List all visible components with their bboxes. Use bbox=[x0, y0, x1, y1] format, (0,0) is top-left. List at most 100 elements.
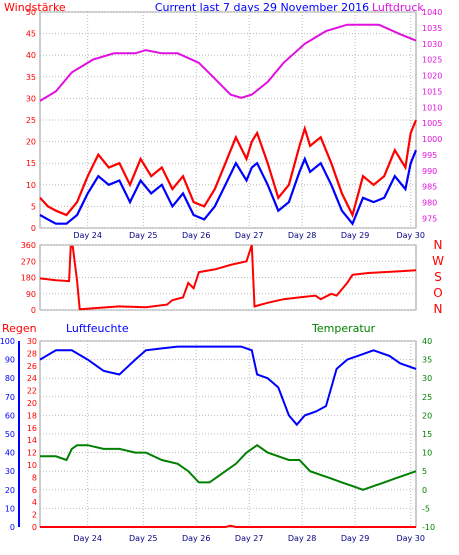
day-tick-label: Day 24 bbox=[73, 534, 102, 543]
series-line-gust bbox=[39, 119, 418, 219]
wind-speed-tick-label: 20 bbox=[26, 138, 36, 147]
pressure-tick-label: 1010 bbox=[422, 103, 442, 112]
wind-speed-tick-label: 5 bbox=[31, 202, 36, 211]
rain-tick-label: 0 bbox=[32, 523, 37, 532]
rain-tick-label: 28 bbox=[27, 349, 37, 358]
humidity-axis-title: Luftfeuchte bbox=[66, 322, 129, 335]
temperature-tick-label: 20 bbox=[422, 411, 432, 420]
compass-label: W bbox=[432, 254, 444, 268]
temperature-tick-label: 30 bbox=[422, 374, 432, 383]
wind-speed-tick-label: 25 bbox=[26, 116, 36, 125]
humidity-tick-label: 60 bbox=[5, 411, 15, 420]
wind-speed-tick-label: 0 bbox=[31, 224, 36, 233]
humidity-tick-label: 50 bbox=[5, 430, 15, 439]
temperature-tick-label: -5 bbox=[422, 504, 430, 513]
direction-tick-label: 360 bbox=[21, 241, 36, 250]
series-line-wind-direction bbox=[39, 244, 417, 311]
compass-label: S bbox=[434, 270, 442, 284]
temperature-tick-label: 0 bbox=[422, 486, 427, 495]
day-tick-label: Day 29 bbox=[341, 534, 370, 543]
day-tick-label: Day 27 bbox=[235, 231, 264, 240]
wind-speed-tick-label: 15 bbox=[26, 159, 36, 168]
humidity-tick-label: 20 bbox=[5, 486, 15, 495]
temperature-tick-label: 40 bbox=[422, 337, 432, 346]
day-tick-label: Day 30 bbox=[396, 231, 425, 240]
chart-title: Current last 7 days 29 November 2016 bbox=[155, 1, 369, 14]
day-tick-label: Day 25 bbox=[129, 534, 158, 543]
series-line-regen bbox=[40, 524, 416, 528]
humidity-tick-label: 0 bbox=[10, 523, 15, 532]
direction-tick-label: 180 bbox=[21, 274, 36, 283]
pressure-tick-label: 1000 bbox=[422, 135, 442, 144]
series-line-mittel bbox=[39, 149, 418, 226]
pressure-tick-label: 1020 bbox=[422, 72, 442, 81]
wind-pressure-panel: 0510152025303540455097598098599099510001… bbox=[26, 8, 443, 240]
temperature-tick-label: -10 bbox=[422, 523, 435, 532]
rain-tick-label: 10 bbox=[27, 461, 37, 470]
pressure-axis-title: Luftdruck bbox=[372, 1, 424, 14]
direction-tick-label: 90 bbox=[26, 290, 36, 299]
humidity-tick-label: 100 bbox=[0, 337, 15, 346]
temperature-axis-title: Temperatur bbox=[311, 322, 376, 335]
temperature-tick-label: 25 bbox=[422, 393, 432, 402]
rain-tick-label: 16 bbox=[27, 424, 37, 433]
series-line-luftfeuchte bbox=[39, 345, 417, 427]
day-tick-label: Day 28 bbox=[288, 231, 317, 240]
pressure-tick-label: 1040 bbox=[422, 8, 442, 17]
day-tick-label: Day 29 bbox=[341, 231, 370, 240]
day-tick-label: Day 26 bbox=[182, 534, 211, 543]
rain-tick-label: 24 bbox=[27, 374, 37, 383]
pressure-tick-label: 985 bbox=[422, 183, 437, 192]
wind-speed-tick-label: 30 bbox=[26, 94, 36, 103]
wind-speed-tick-label: 45 bbox=[26, 30, 36, 39]
rain-tick-label: 4 bbox=[32, 498, 37, 507]
direction-tick-label: 270 bbox=[21, 257, 36, 266]
series-line-temperatur bbox=[40, 443, 417, 491]
wind-speed-axis-title: Windstärke bbox=[4, 1, 66, 14]
humidity-tick-label: 80 bbox=[5, 374, 15, 383]
plot-frame bbox=[39, 340, 417, 528]
wind-speed-tick-label: 10 bbox=[26, 181, 36, 190]
wind-speed-tick-label: 40 bbox=[26, 51, 36, 60]
rain-tick-label: 6 bbox=[32, 486, 37, 495]
rain-tick-label: 30 bbox=[27, 337, 37, 346]
humidity-tick-label: 30 bbox=[5, 467, 15, 476]
day-tick-label: Day 30 bbox=[396, 534, 425, 543]
rain-tick-label: 8 bbox=[32, 473, 37, 482]
humidity-tick-label: 40 bbox=[5, 449, 15, 458]
temperature-tick-label: 5 bbox=[422, 467, 427, 476]
humidity-tick-label: 10 bbox=[5, 504, 15, 513]
compass-label: O bbox=[433, 286, 442, 300]
pressure-tick-label: 995 bbox=[422, 151, 437, 160]
pressure-tick-label: 1025 bbox=[422, 56, 442, 65]
compass-label: N bbox=[434, 238, 443, 252]
pressure-tick-label: 980 bbox=[422, 199, 437, 208]
day-tick-label: Day 27 bbox=[235, 534, 264, 543]
pressure-tick-label: 990 bbox=[422, 167, 437, 176]
rain-tick-label: 14 bbox=[27, 436, 37, 445]
rain-tick-label: 22 bbox=[27, 387, 37, 396]
rain-humidity-temperature-panel: 0102030405060708090100024681012141618202… bbox=[0, 337, 435, 543]
wind-speed-tick-label: 35 bbox=[26, 73, 36, 82]
pressure-tick-label: 1005 bbox=[422, 119, 442, 128]
rain-axis-title: Regen bbox=[2, 322, 37, 335]
compass-label: N bbox=[434, 302, 443, 316]
pressure-tick-label: 1015 bbox=[422, 87, 442, 96]
rain-tick-label: 20 bbox=[27, 399, 37, 408]
day-tick-label: Day 24 bbox=[73, 231, 102, 240]
rain-tick-label: 18 bbox=[27, 411, 37, 420]
temperature-tick-label: 35 bbox=[422, 356, 432, 365]
plot-frame bbox=[39, 244, 417, 311]
direction-tick-label: 0 bbox=[31, 306, 36, 315]
wind-speed-tick-label: 50 bbox=[26, 8, 36, 17]
day-tick-label: Day 26 bbox=[182, 231, 211, 240]
pressure-tick-label: 975 bbox=[422, 214, 437, 223]
humidity-tick-label: 90 bbox=[5, 356, 15, 365]
day-tick-label: Day 28 bbox=[288, 534, 317, 543]
rain-tick-label: 12 bbox=[27, 449, 37, 458]
humidity-tick-label: 70 bbox=[5, 393, 15, 402]
day-tick-label: Day 25 bbox=[129, 231, 158, 240]
series-line-luftdruck bbox=[39, 23, 417, 102]
